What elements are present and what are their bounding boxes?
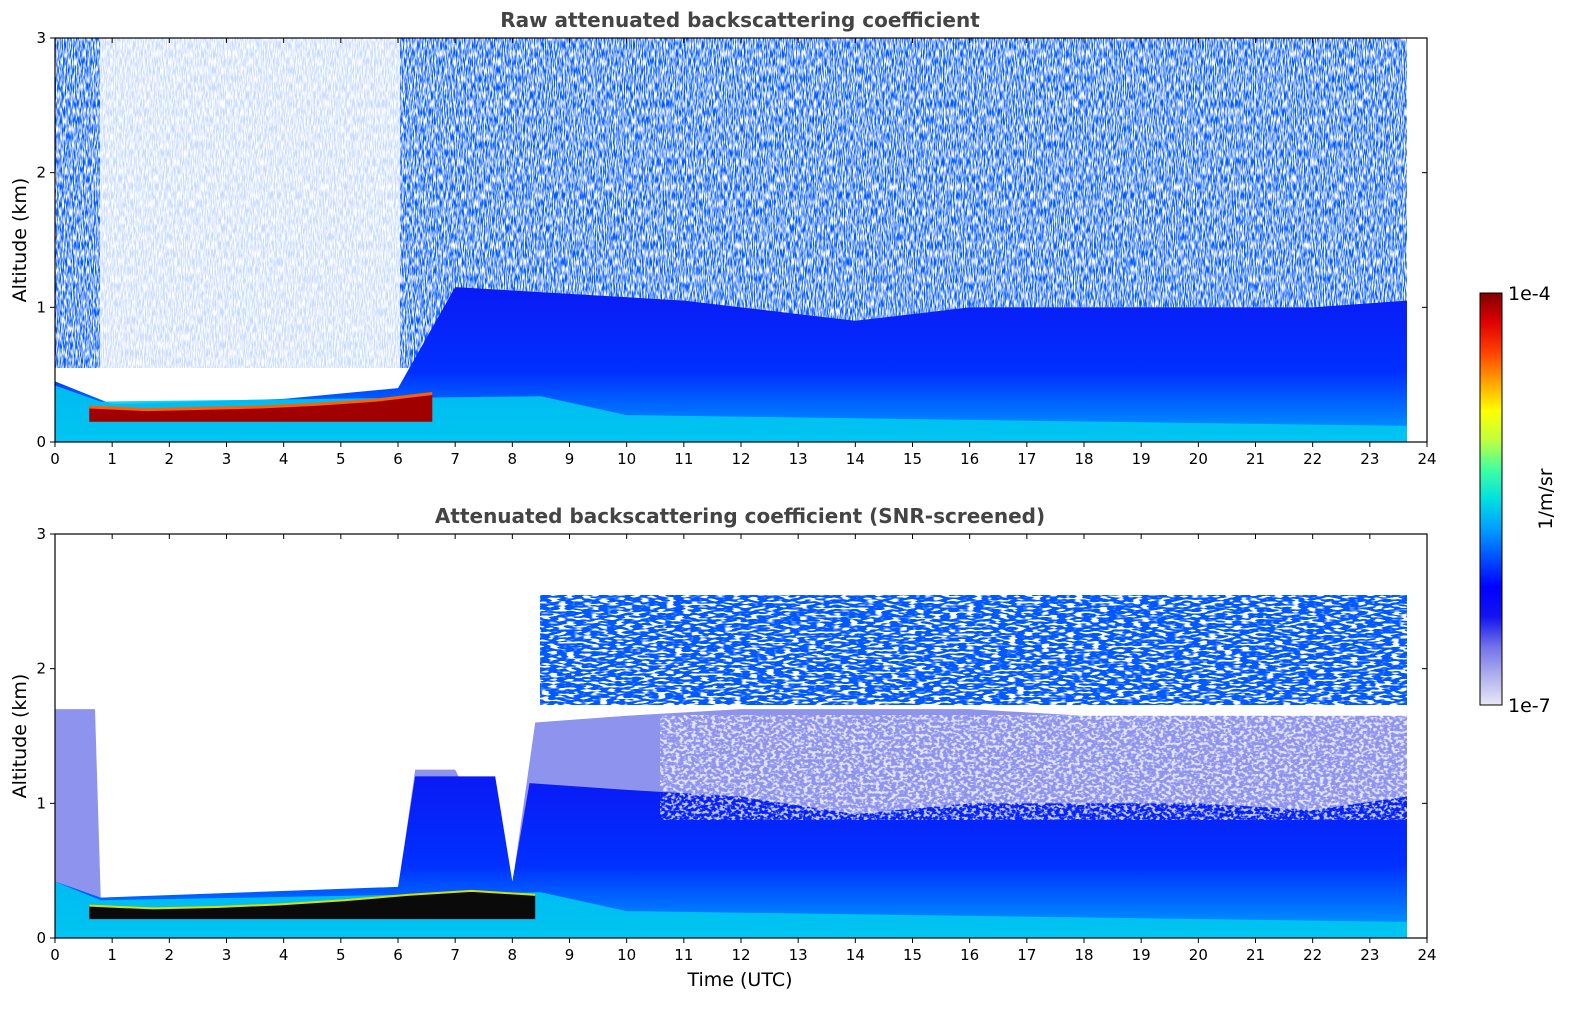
- y-tick-label: 0: [36, 433, 46, 451]
- colorbar-unit-label: 1/m/sr: [1535, 468, 1557, 529]
- x-tick-label: 2: [165, 450, 175, 468]
- x-tick-label: 6: [393, 946, 403, 964]
- x-tick-label: 19: [1132, 946, 1151, 964]
- x-tick-label: 22: [1303, 946, 1322, 964]
- panel2-scattered-pixels: [540, 595, 1407, 705]
- x-tick-label: 8: [508, 450, 518, 468]
- x-tick-label: 19: [1132, 450, 1151, 468]
- x-tick-label: 11: [674, 450, 693, 468]
- x-tick-label: 3: [222, 946, 232, 964]
- panel1-title: Raw attenuated backscattering coefficien…: [500, 8, 980, 32]
- x-tick-label: 21: [1246, 450, 1265, 468]
- panel1-x-ticks: 0 1 2 3 4 5 6 7 8 9 10 11 12 13 14 15 16 17 18 19 20 21 22 23 24: [50, 38, 1437, 468]
- x-tick-label: 4: [279, 450, 289, 468]
- panel1-y-label: Altitude (km): [9, 178, 31, 303]
- x-tick-label: 0: [50, 450, 60, 468]
- panel2-white-speckle: [660, 715, 1407, 820]
- panel2-saturated-layer-edge: [89, 889, 536, 910]
- x-tick-label: 9: [565, 450, 575, 468]
- x-tick-label: 23: [1360, 450, 1379, 468]
- panel2-saturated-layer: [89, 890, 536, 920]
- panel1-plot-area: [55, 38, 1427, 442]
- colorbar: 1e-4 1e-7 1/m/sr: [1479, 283, 1557, 717]
- panel1-dense-layer-edge: [89, 392, 433, 412]
- y-tick-label: 3: [36, 29, 46, 47]
- panel-screened: Attenuated backscattering coefficient (S…: [9, 504, 1437, 991]
- x-tick-label: 23: [1360, 946, 1379, 964]
- x-tick-label: 3: [222, 450, 232, 468]
- panel2-title: Attenuated backscattering coefficient (S…: [435, 504, 1045, 528]
- x-tick-label: 16: [960, 946, 979, 964]
- y-tick-label: 1: [36, 794, 46, 812]
- x-tick-label: 6: [393, 450, 403, 468]
- x-tick-label: 5: [336, 946, 346, 964]
- panel2-y-label: Altitude (km): [9, 674, 31, 799]
- x-tick-label: 22: [1303, 450, 1322, 468]
- x-tick-label: 24: [1417, 450, 1436, 468]
- x-tick-label: 10: [617, 946, 636, 964]
- y-tick-label: 2: [36, 660, 46, 678]
- x-tick-label: 21: [1246, 946, 1265, 964]
- panel1-clear-window: [100, 38, 400, 408]
- x-tick-label: 8: [508, 946, 518, 964]
- x-tick-label: 12: [731, 450, 750, 468]
- panel2-x-label: Time (UTC): [686, 969, 792, 991]
- y-tick-label: 3: [36, 525, 46, 543]
- x-tick-label: 1: [107, 450, 117, 468]
- x-tick-label: 24: [1417, 946, 1436, 964]
- x-tick-label: 18: [1074, 946, 1093, 964]
- x-tick-label: 2: [165, 946, 175, 964]
- colorbar-ramp: [1479, 292, 1503, 706]
- y-tick-label: 1: [36, 298, 46, 316]
- x-tick-label: 7: [450, 946, 460, 964]
- x-tick-label: 9: [565, 946, 575, 964]
- x-tick-label: 7: [450, 450, 460, 468]
- x-tick-label: 15: [903, 946, 922, 964]
- colorbar-max-label: 1e-4: [1508, 283, 1551, 305]
- x-tick-label: 17: [1017, 946, 1036, 964]
- panel-raw: Raw attenuated backscattering coefficien…: [9, 8, 1437, 468]
- x-tick-label: 20: [1189, 450, 1208, 468]
- x-tick-label: 11: [674, 946, 693, 964]
- x-tick-label: 0: [50, 946, 60, 964]
- panel1-y-ticks: 0 1 2 3: [36, 29, 1427, 451]
- y-tick-label: 0: [36, 929, 46, 947]
- x-tick-label: 14: [846, 946, 865, 964]
- x-tick-label: 13: [789, 450, 808, 468]
- x-tick-label: 1: [107, 946, 117, 964]
- x-tick-label: 17: [1017, 450, 1036, 468]
- x-tick-label: 20: [1189, 946, 1208, 964]
- x-tick-label: 4: [279, 946, 289, 964]
- x-tick-label: 18: [1074, 450, 1093, 468]
- x-tick-label: 16: [960, 450, 979, 468]
- x-tick-label: 13: [789, 946, 808, 964]
- panel2-y-ticks: 0 1 2 3: [36, 525, 1427, 947]
- x-tick-label: 15: [903, 450, 922, 468]
- x-tick-label: 5: [336, 450, 346, 468]
- colorbar-min-label: 1e-7: [1508, 695, 1551, 717]
- x-tick-label: 10: [617, 450, 636, 468]
- y-tick-label: 2: [36, 164, 46, 182]
- x-tick-label: 12: [731, 946, 750, 964]
- panel2-x-ticks: 0 1 2 3 4 5 6 7 8 9 10 11 12 13 14 15 16 17 18 19 20 21 22 23 24: [50, 534, 1437, 964]
- panel2-plot-area: [55, 534, 1427, 938]
- x-tick-label: 14: [846, 450, 865, 468]
